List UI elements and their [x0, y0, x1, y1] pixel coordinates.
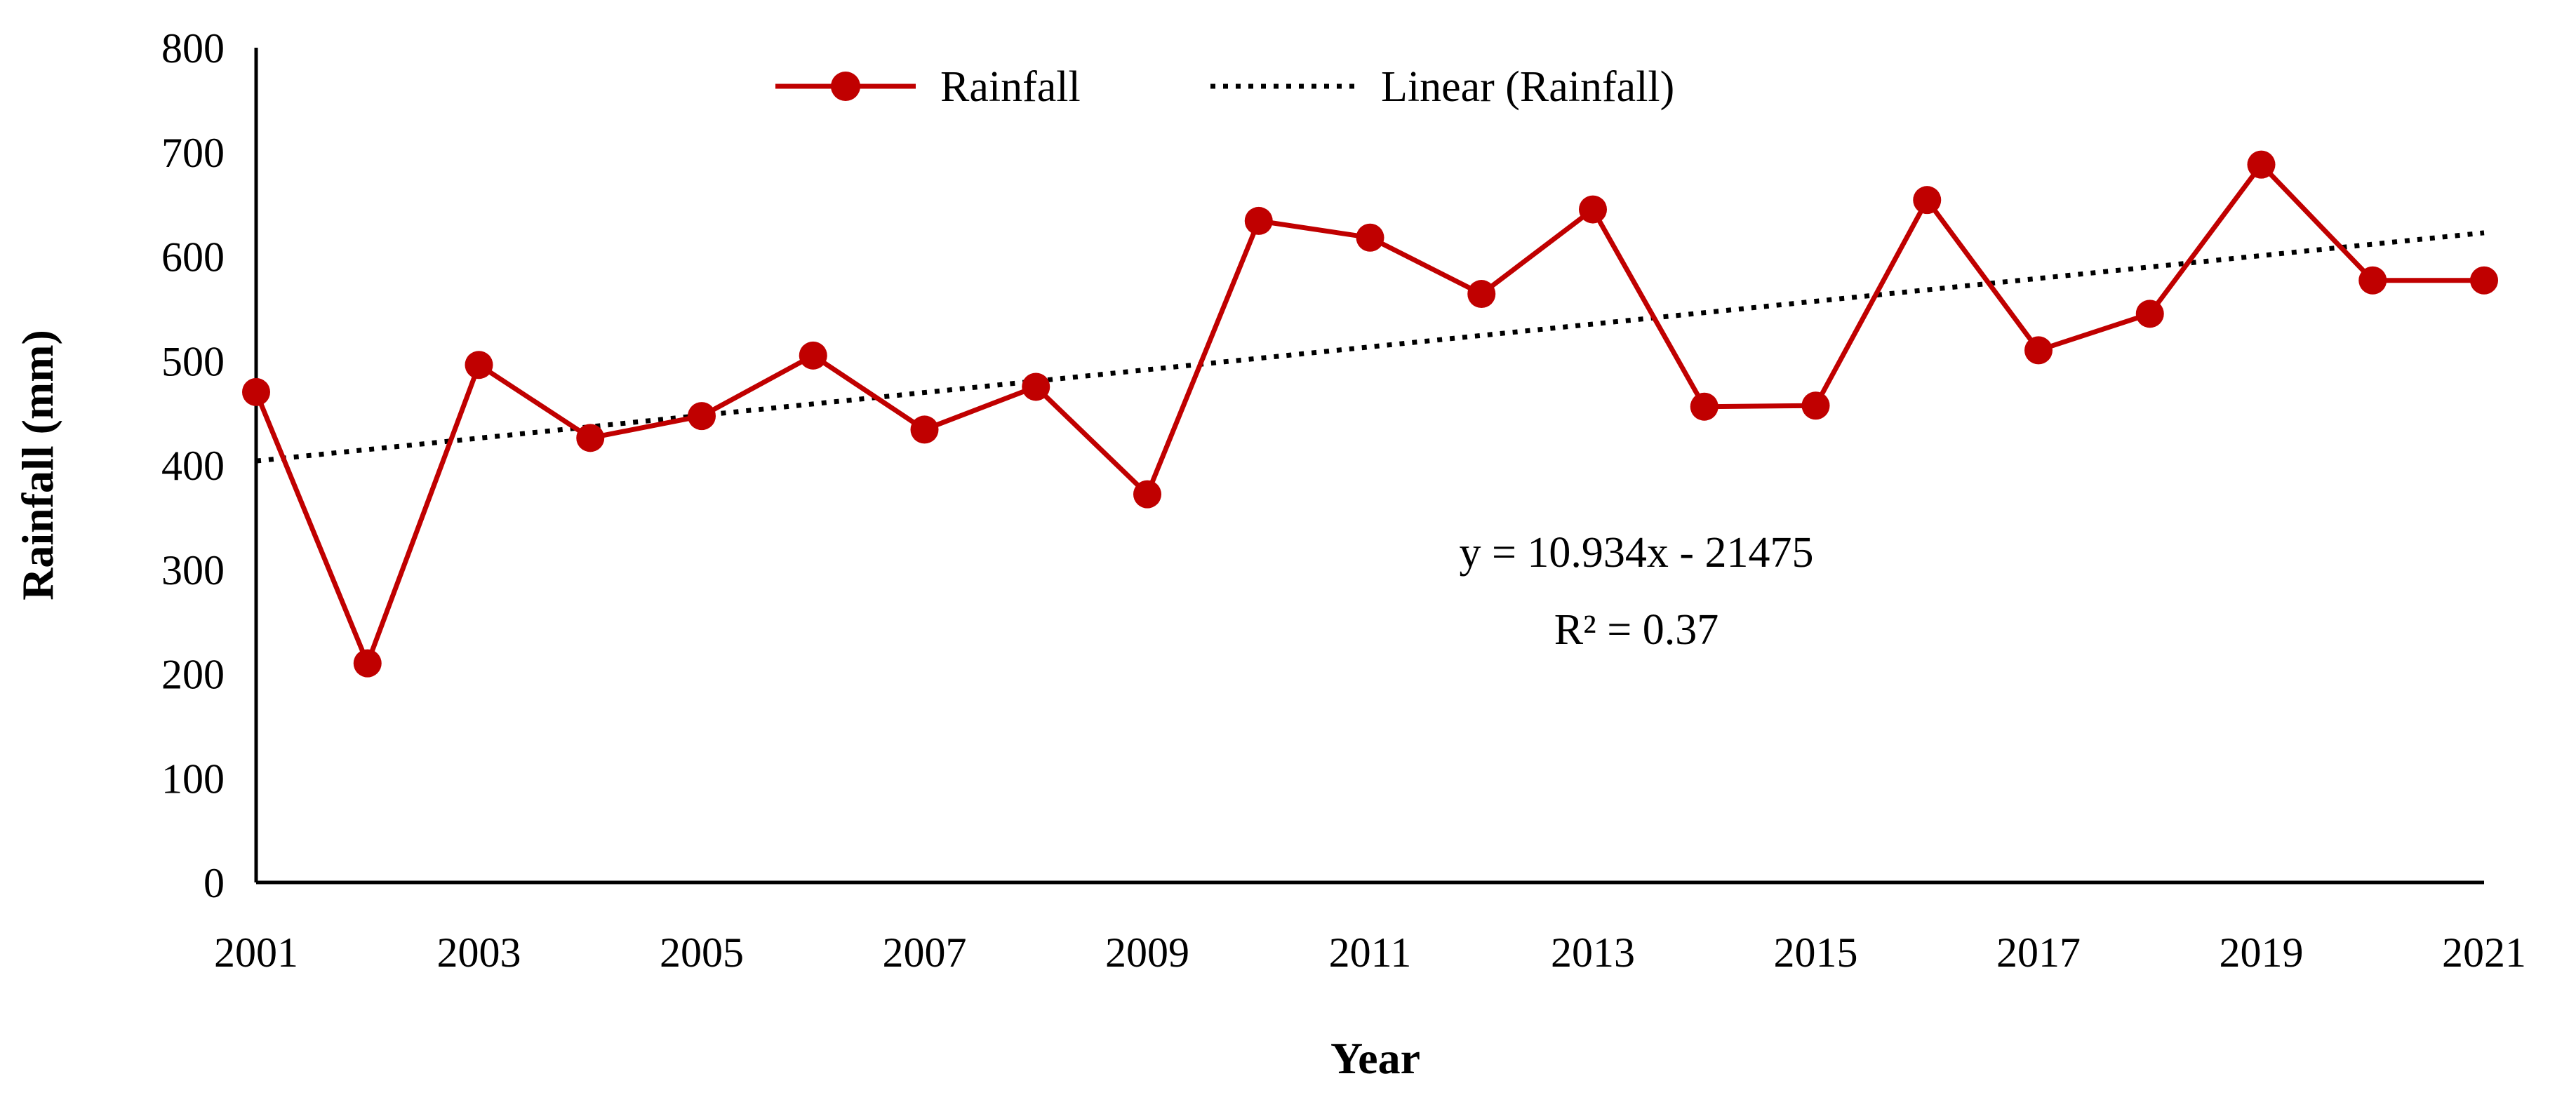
trendline-r-squared: R² = 0.37 — [1554, 606, 1719, 654]
data-point-2002 — [353, 649, 382, 678]
y-tick-label: 700 — [161, 130, 225, 176]
data-point-2014 — [1690, 392, 1719, 421]
data-point-2009 — [1133, 480, 1161, 509]
x-tick-label: 2003 — [437, 929, 521, 976]
data-point-2017 — [2024, 336, 2053, 365]
data-point-2004 — [576, 424, 605, 452]
x-tick-label: 2005 — [660, 929, 744, 976]
data-point-2003 — [465, 351, 493, 379]
data-point-2005 — [688, 402, 716, 431]
x-tick-label: 2013 — [1551, 929, 1635, 976]
y-tick-label: 600 — [161, 234, 225, 281]
x-tick-label: 2019 — [2220, 929, 2304, 976]
data-point-2016 — [1913, 186, 1942, 215]
x-tick-label: 2007 — [883, 929, 967, 976]
x-tick-label: 2017 — [1996, 929, 2081, 976]
x-tick-label: 2015 — [1774, 929, 1858, 976]
y-tick-label: 100 — [161, 755, 225, 802]
data-point-2008 — [1022, 372, 1050, 401]
data-point-2006 — [799, 341, 827, 370]
x-tick-labels: 2001 2003 2005 2007 2009 2011 2013 2015 2017 2019… — [214, 929, 2526, 976]
y-axis-title: Rainfall (mm) — [13, 330, 62, 600]
data-point-2018 — [2135, 300, 2164, 328]
y-tick-label: 0 — [203, 860, 225, 906]
legend-rainfall-marker — [831, 72, 860, 101]
x-tick-label: 2011 — [1329, 929, 1412, 976]
y-tick-label: 800 — [161, 25, 225, 72]
x-tick-label: 2009 — [1105, 929, 1189, 976]
legend-trendline-label: Linear (Rainfall) — [1381, 63, 1674, 111]
axes — [254, 48, 2484, 885]
legend: Rainfall Linear (Rainfall) — [775, 63, 1674, 111]
data-point-2011 — [1356, 223, 1384, 252]
y-tick-label: 400 — [161, 443, 225, 489]
x-axis-title: Year — [1330, 1033, 1420, 1083]
trendline-equation: y = 10.934x - 21475 — [1459, 529, 1813, 577]
data-point-2001 — [242, 377, 270, 406]
data-point-2021 — [2470, 266, 2498, 295]
rainfall-points — [242, 150, 2498, 678]
data-point-2013 — [1579, 195, 1607, 224]
y-tick-label: 200 — [161, 652, 225, 698]
legend-rainfall-label: Rainfall — [940, 63, 1081, 111]
data-point-2020 — [2358, 266, 2387, 295]
data-point-2019 — [2247, 150, 2276, 179]
y-tick-labels: 0 100 200 300 400 500 600 700 800 — [161, 25, 225, 906]
data-point-2012 — [1467, 280, 1496, 309]
data-point-2007 — [910, 415, 939, 444]
y-tick-label: 500 — [161, 338, 225, 384]
x-tick-label: 2001 — [214, 929, 298, 976]
data-point-2015 — [1801, 391, 1830, 420]
x-tick-label: 2021 — [2442, 929, 2526, 976]
data-point-2010 — [1244, 206, 1273, 235]
y-tick-label: 300 — [161, 547, 225, 593]
